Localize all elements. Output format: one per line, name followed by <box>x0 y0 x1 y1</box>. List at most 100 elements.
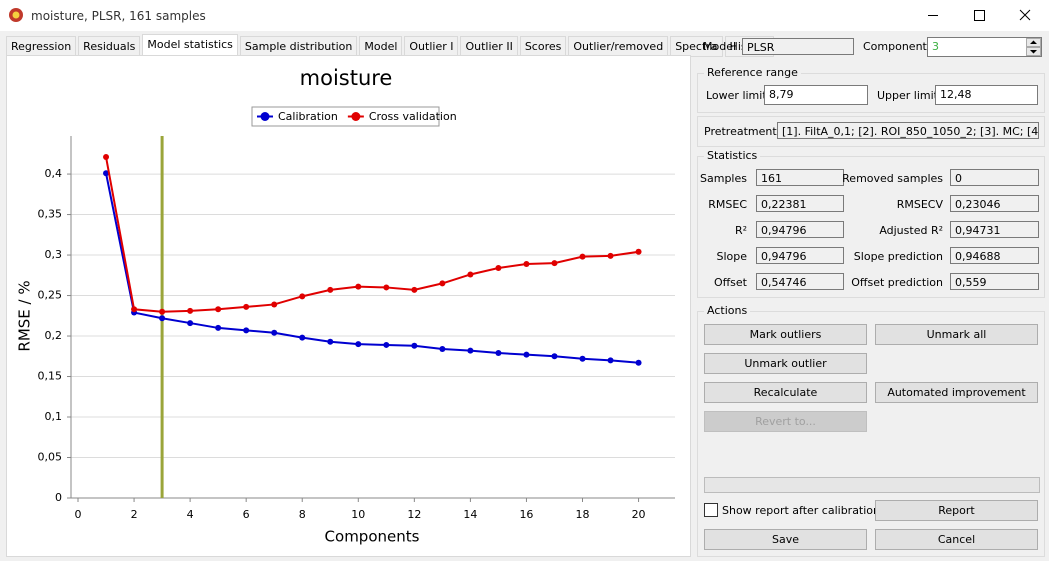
data-point <box>579 253 586 260</box>
y-tick-label: 0,05 <box>38 451 63 464</box>
label: RMSEC <box>708 198 747 211</box>
legend-box <box>251 106 440 127</box>
series-line <box>105 173 639 364</box>
window-controls[interactable] <box>920 0 1049 31</box>
y-tick-label: 0,25 <box>38 289 63 302</box>
data-point <box>131 306 138 313</box>
data-point <box>495 265 502 272</box>
button[interactable]: Recalculate <box>704 382 867 403</box>
pretreatments-field: [1]. FiltA_0,1; [2]. ROI_850_1050_2; [3]… <box>777 122 1039 139</box>
tab[interactable]: Outlier/removed <box>568 36 669 57</box>
button[interactable]: Report <box>875 500 1038 521</box>
app-icon <box>9 8 23 22</box>
data-point <box>551 353 558 360</box>
label: Slope <box>716 250 747 263</box>
model-field: PLSR <box>742 38 854 55</box>
data-point <box>327 286 334 293</box>
data-point <box>215 324 222 331</box>
data-point <box>635 359 642 366</box>
label: Model <box>703 40 737 53</box>
value-field: 161 <box>756 169 844 186</box>
data-point <box>271 301 278 308</box>
tab[interactable]: Outlier II <box>460 36 518 57</box>
x-tick-label: 8 <box>299 508 306 521</box>
y-tick-label: 0,2 <box>45 329 63 342</box>
chart: moisture Components RMSE / % 0 0,05 0,1 0,1… <box>16 66 675 546</box>
checkbox[interactable] <box>704 503 718 517</box>
label: Removed samples <box>842 172 943 185</box>
data-point <box>495 350 502 357</box>
button[interactable]: Mark outliers <box>704 324 867 345</box>
checkbox-label[interactable]: Show report after calibration <box>722 504 881 517</box>
data-point <box>271 329 278 336</box>
progress-bar <box>704 477 1040 493</box>
data-point <box>383 341 390 348</box>
data-point <box>439 345 446 352</box>
tab[interactable]: Scores <box>519 36 567 57</box>
x-tick-label: 10 <box>351 508 365 521</box>
group-box: Reference range Lower limit 8,79 Upper l… <box>697 66 1045 113</box>
data-point <box>467 347 474 354</box>
chart-panel: moisture Components RMSE / % 0 0,05 0,1 0,1… <box>6 55 691 557</box>
y-tick-label: 0,3 <box>45 248 63 261</box>
tab[interactable]: Regression <box>6 36 77 57</box>
value-field: 0,23046 <box>950 195 1039 212</box>
group-box: Statistics Samples 161 Removed samples 0 RMS… <box>697 149 1045 298</box>
data-point <box>187 320 194 327</box>
value-field: 0,54746 <box>756 273 844 290</box>
legend-marker <box>260 112 270 121</box>
button[interactable]: Unmark all <box>875 324 1038 345</box>
window-title: moisture, PLSR, 161 samples <box>31 9 206 23</box>
label: Slope prediction <box>853 250 943 263</box>
group-title: Actions <box>704 304 751 317</box>
tab[interactable]: Outlier I <box>404 36 459 57</box>
x-tick-label: 18 <box>576 508 590 521</box>
data-point <box>299 334 306 341</box>
lower-limit-field[interactable]: 8,79 <box>764 85 868 105</box>
title-bar: moisture, PLSR, 161 samples <box>0 0 1049 31</box>
data-point <box>607 252 614 259</box>
x-tick-label: 4 <box>187 508 194 521</box>
data-point <box>243 327 250 334</box>
y-tick-label: 0,1 <box>45 410 63 423</box>
button[interactable]: Save <box>704 529 867 550</box>
data-point <box>523 351 530 358</box>
data-point <box>411 342 418 349</box>
value-field: 0,94688 <box>950 247 1039 264</box>
value-field: 0 <box>950 169 1039 186</box>
x-tick-label: 0 <box>75 508 82 521</box>
button[interactable]: Cancel <box>875 529 1038 550</box>
tab[interactable]: Model statistics <box>142 34 238 57</box>
button[interactable]: Unmark outlier <box>704 353 867 374</box>
x-tick-label: 6 <box>243 508 250 521</box>
series-line <box>105 156 639 313</box>
data-point <box>439 280 446 287</box>
data-point <box>103 170 110 177</box>
y-axis-label: RMSE / % <box>16 280 34 351</box>
x-tick-label: 20 <box>632 508 646 521</box>
component-spinbox[interactable]: 3 <box>927 37 1042 57</box>
legend-label: Calibration <box>278 110 338 123</box>
data-point <box>551 260 558 267</box>
x-axis-label: Components <box>325 528 420 546</box>
label: Offset prediction <box>851 276 943 289</box>
y-tick-label: 0,35 <box>38 208 63 221</box>
x-tick-label: 16 <box>519 508 533 521</box>
tab[interactable]: Model <box>359 36 403 57</box>
legend-marker <box>351 112 361 121</box>
label: Component <box>863 40 927 53</box>
button[interactable]: Automated improvement <box>875 382 1038 403</box>
label: Pretreatments <box>704 125 783 138</box>
tab[interactable]: Spectra <box>670 36 723 57</box>
data-point <box>635 248 642 255</box>
y-tick-label: 0 <box>55 491 62 504</box>
group-box: Actions <box>697 304 1045 557</box>
spin-buttons[interactable] <box>1026 38 1041 56</box>
tab[interactable]: Residuals <box>78 36 141 57</box>
legend-label: Cross validation <box>369 110 457 123</box>
label: Samples <box>700 172 747 185</box>
tab[interactable]: Sample distribution <box>239 36 358 57</box>
value-field: 0,559 <box>950 273 1039 290</box>
upper-limit-field[interactable]: 12,48 <box>935 85 1038 105</box>
value-field: 0,94796 <box>756 221 844 238</box>
